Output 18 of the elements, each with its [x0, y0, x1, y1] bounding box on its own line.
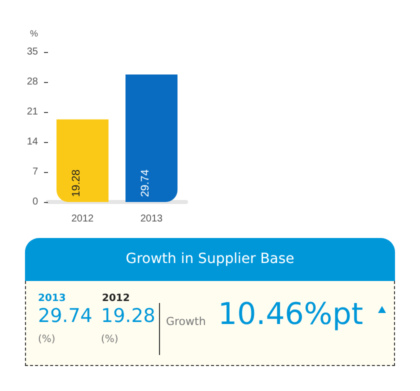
text: 29.74 [38, 305, 92, 327]
y-tick-label: 21 [26, 106, 38, 118]
text: Growth [166, 315, 206, 328]
text: (%) [38, 334, 56, 345]
text: 10.46%pt [218, 297, 364, 332]
y-tick-label: 14 [26, 136, 38, 148]
data-label: 29.74 [140, 169, 152, 197]
text: 2013 [38, 293, 66, 304]
data-label: 19.28 [70, 169, 82, 197]
y-tick-label: 35 [26, 46, 38, 58]
text: 19.28 [101, 305, 156, 327]
y-tick-label: 7 [32, 166, 38, 178]
y-axis-title: % [30, 28, 38, 38]
text: 2012 [102, 293, 130, 304]
text: (%) [101, 334, 118, 345]
y-tick-label: 0 [32, 196, 38, 208]
y-tick-label: 28 [26, 76, 38, 88]
text: Growth in Supplier Base [25, 238, 395, 281]
